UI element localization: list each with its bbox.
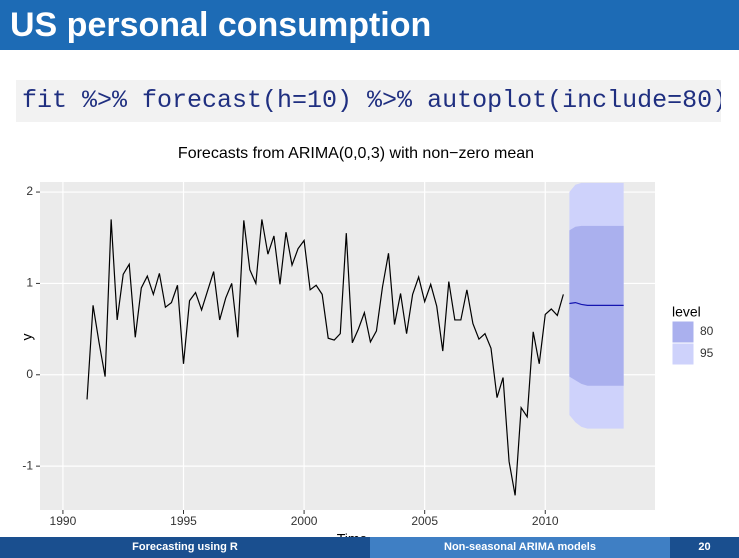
y-axis-label: y [19, 334, 35, 341]
y-tick-label: 1 [26, 276, 33, 290]
y-tick-label: -1 [22, 458, 33, 472]
y-tick-label: 0 [26, 367, 33, 381]
code-line: fit %>% forecast(h=10) %>% autoplot(incl… [16, 80, 721, 122]
footer-page: 20 [670, 537, 739, 558]
forecast-line [569, 301, 624, 306]
x-tick-label: 2000 [291, 514, 318, 528]
x-axis-label: Time [337, 531, 368, 537]
legend-label: 80 [700, 324, 714, 338]
x-tick-label: 1995 [170, 514, 197, 528]
x-tick-label: 1990 [50, 514, 77, 528]
footer: Forecasting using R Non-seasonal ARIMA m… [0, 537, 739, 558]
series-line [86, 219, 564, 496]
panel [40, 182, 655, 510]
footer-left: Forecasting using R [0, 537, 370, 558]
footer-middle: Non-seasonal ARIMA models [370, 537, 670, 558]
x-tick-label: 2005 [411, 514, 438, 528]
x-tick-label: 2010 [532, 514, 559, 528]
slide-title: US personal consumption [0, 0, 739, 50]
legend-swatch [671, 342, 695, 366]
y-tick-label: 2 [26, 184, 33, 198]
legend-label: 95 [700, 346, 714, 360]
chart: Forecasts from ARIMA(0,0,3) with non−zer… [19, 145, 714, 537]
legend-title: level [672, 304, 701, 320]
legend-swatch [671, 320, 695, 344]
chart-title: Forecasts from ARIMA(0,0,3) with non−zer… [178, 145, 534, 162]
